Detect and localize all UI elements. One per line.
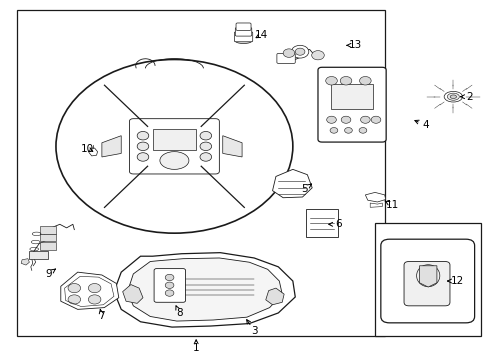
Polygon shape [21, 259, 29, 265]
Text: 8: 8 [176, 308, 182, 318]
Text: 4: 4 [422, 120, 428, 130]
Circle shape [200, 142, 211, 150]
Circle shape [358, 127, 366, 133]
Bar [29, 251, 48, 259]
Polygon shape [89, 148, 97, 156]
Circle shape [326, 116, 336, 123]
FancyBboxPatch shape [129, 119, 219, 174]
Bar [152, 129, 196, 150]
Circle shape [311, 51, 324, 60]
Polygon shape [114, 253, 295, 327]
Polygon shape [369, 203, 382, 207]
Circle shape [137, 142, 148, 150]
Circle shape [68, 295, 81, 304]
Ellipse shape [160, 152, 188, 169]
Text: 14: 14 [254, 30, 267, 40]
Circle shape [359, 77, 370, 85]
FancyBboxPatch shape [40, 226, 56, 234]
Circle shape [200, 153, 211, 161]
Circle shape [165, 274, 174, 281]
FancyBboxPatch shape [380, 239, 474, 323]
Ellipse shape [449, 95, 456, 99]
Polygon shape [419, 266, 436, 287]
Text: 2: 2 [465, 92, 471, 102]
Text: 13: 13 [348, 40, 362, 50]
Circle shape [344, 127, 351, 133]
Circle shape [341, 116, 350, 123]
Circle shape [295, 48, 305, 55]
Text: 12: 12 [449, 276, 463, 286]
FancyBboxPatch shape [317, 67, 386, 142]
Text: 1: 1 [192, 343, 199, 354]
Text: 6: 6 [335, 219, 342, 229]
Circle shape [325, 77, 337, 85]
Polygon shape [122, 284, 142, 303]
Circle shape [165, 282, 174, 288]
FancyBboxPatch shape [40, 234, 56, 241]
Polygon shape [102, 136, 121, 157]
FancyBboxPatch shape [235, 28, 251, 36]
Circle shape [370, 116, 380, 123]
Polygon shape [365, 192, 385, 202]
Ellipse shape [235, 38, 251, 44]
Text: 5: 5 [301, 184, 307, 194]
Ellipse shape [447, 93, 458, 100]
Circle shape [291, 45, 308, 58]
Text: 10: 10 [81, 144, 94, 154]
Circle shape [329, 127, 337, 133]
FancyBboxPatch shape [403, 261, 449, 306]
Circle shape [137, 153, 148, 161]
Bar [17, 10, 384, 336]
Circle shape [137, 131, 148, 140]
Circle shape [360, 116, 369, 123]
Ellipse shape [56, 59, 292, 233]
Ellipse shape [443, 91, 462, 102]
Circle shape [283, 49, 294, 57]
FancyBboxPatch shape [40, 242, 56, 250]
FancyBboxPatch shape [276, 54, 295, 63]
Bar [330, 84, 372, 109]
Text: 9: 9 [45, 269, 52, 279]
Text: 3: 3 [250, 326, 257, 336]
Circle shape [200, 131, 211, 140]
Polygon shape [272, 169, 311, 198]
Bar [306, 209, 337, 237]
Bar [374, 222, 480, 336]
Polygon shape [265, 288, 284, 305]
Polygon shape [223, 136, 242, 157]
Circle shape [340, 77, 351, 85]
Circle shape [68, 283, 81, 293]
Polygon shape [127, 258, 282, 321]
FancyBboxPatch shape [154, 269, 185, 302]
Polygon shape [61, 272, 119, 309]
Circle shape [88, 295, 101, 304]
FancyBboxPatch shape [236, 23, 250, 31]
FancyBboxPatch shape [234, 32, 252, 42]
Circle shape [165, 290, 174, 296]
Text: 11: 11 [385, 200, 398, 210]
Text: 7: 7 [99, 311, 105, 321]
Circle shape [88, 283, 101, 293]
